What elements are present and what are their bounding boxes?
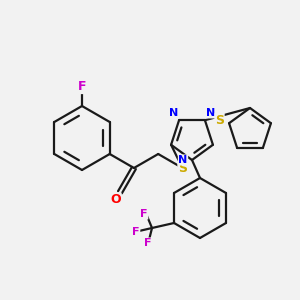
Text: F: F — [78, 80, 86, 94]
Text: O: O — [110, 193, 121, 206]
Text: S: S — [178, 161, 187, 175]
Text: F: F — [140, 209, 148, 219]
Text: F: F — [132, 227, 140, 237]
Text: S: S — [215, 114, 224, 127]
Text: F: F — [144, 238, 152, 248]
Text: N: N — [169, 108, 178, 118]
Text: N: N — [206, 108, 215, 118]
Text: N: N — [178, 155, 188, 165]
